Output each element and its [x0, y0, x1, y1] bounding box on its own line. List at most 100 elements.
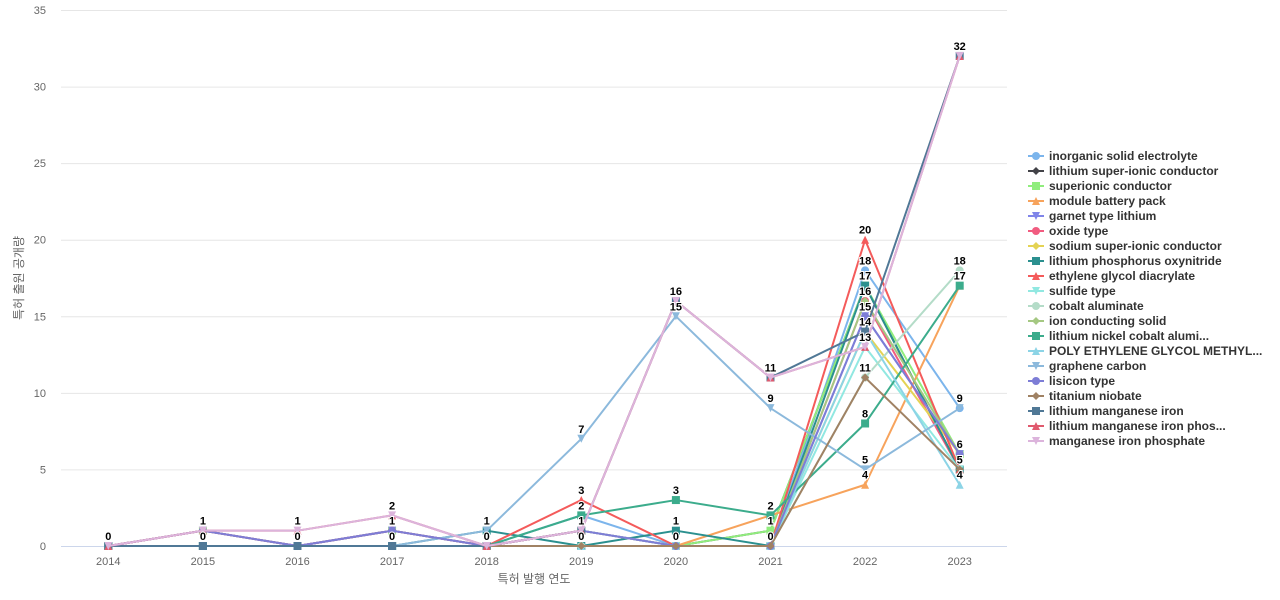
legend-symbol-icon [1028, 241, 1044, 250]
data-point[interactable] [766, 542, 775, 550]
data-point[interactable] [861, 235, 870, 244]
data-label: 0 [389, 531, 395, 543]
data-point[interactable] [861, 327, 870, 336]
data-point[interactable] [671, 496, 680, 505]
legend-item[interactable]: cobalt aluminate [1028, 298, 1262, 313]
series-line[interactable] [108, 315, 961, 547]
data-point[interactable] [293, 542, 302, 550]
legend-item[interactable]: sulfide type [1028, 283, 1262, 298]
data-point[interactable] [577, 526, 586, 535]
data-point[interactable] [861, 296, 870, 305]
data-point[interactable] [388, 542, 397, 550]
series-line[interactable] [108, 376, 961, 547]
x-tick-label: 2016 [285, 556, 309, 568]
legend-item[interactable]: inorganic solid electrolyte [1028, 148, 1262, 163]
legend-item[interactable]: lithium phosphorus oxynitride [1028, 253, 1262, 268]
legend-item[interactable]: lithium super-ionic conductor [1028, 163, 1262, 178]
legend-item[interactable]: superionic conductor [1028, 178, 1262, 193]
data-label: 6 [957, 439, 963, 451]
legend-label: garnet type lithium [1049, 208, 1157, 223]
x-tick-label: 2014 [96, 556, 120, 568]
data-point[interactable] [104, 542, 113, 550]
data-point[interactable] [766, 404, 775, 413]
data-point[interactable] [766, 511, 775, 520]
legend-symbol-icon [1028, 166, 1044, 175]
legend-item[interactable]: oxide type [1028, 223, 1262, 238]
series-line[interactable] [108, 299, 961, 547]
data-label: 1 [578, 516, 584, 528]
data-point[interactable] [198, 526, 207, 535]
data-point[interactable] [955, 450, 964, 459]
data-point[interactable] [671, 542, 680, 550]
legend-item[interactable]: ethylene glycol diacrylate [1028, 268, 1262, 283]
series-18[interactable] [104, 51, 964, 550]
series-0[interactable] [104, 266, 964, 550]
legend-item[interactable]: lisicon type [1028, 373, 1262, 388]
data-point[interactable] [861, 419, 870, 428]
data-point[interactable] [671, 296, 680, 305]
legend-item[interactable]: lithium nickel cobalt alumi... [1028, 328, 1262, 343]
series-line[interactable] [108, 55, 961, 547]
series-line[interactable] [108, 55, 961, 547]
legend-item[interactable]: garnet type lithium [1028, 208, 1262, 223]
data-point[interactable] [577, 496, 586, 505]
legend-item[interactable]: titanium niobate [1028, 388, 1262, 403]
data-point[interactable] [861, 281, 870, 290]
series-line[interactable] [108, 299, 961, 547]
series-8[interactable] [104, 235, 964, 550]
data-point[interactable] [861, 266, 870, 275]
legend-item[interactable]: module battery pack [1028, 193, 1262, 208]
legend-item[interactable]: sodium super-ionic conductor [1028, 238, 1262, 253]
data-point[interactable] [861, 465, 870, 474]
data-point[interactable] [388, 526, 397, 535]
data-point[interactable] [955, 404, 964, 413]
data-point[interactable] [955, 465, 964, 474]
data-label: 14 [859, 317, 872, 329]
data-point[interactable] [671, 526, 680, 535]
legend-label: manganese iron phosphate [1049, 433, 1206, 448]
data-point[interactable] [766, 373, 775, 382]
series-7[interactable] [104, 281, 964, 550]
data-point[interactable] [577, 434, 586, 443]
data-point[interactable] [482, 526, 491, 535]
data-point[interactable] [861, 480, 870, 489]
series-line[interactable] [108, 238, 961, 547]
legend-item[interactable]: ion conducting solid [1028, 313, 1262, 328]
series-12[interactable] [104, 281, 964, 550]
series-line[interactable] [108, 315, 961, 547]
data-point[interactable] [955, 281, 964, 290]
data-point[interactable] [861, 312, 870, 321]
data-point[interactable] [293, 526, 302, 535]
series-line[interactable] [108, 315, 961, 547]
series-line[interactable] [108, 55, 961, 547]
series-2[interactable] [104, 281, 964, 550]
data-point[interactable] [198, 542, 207, 550]
legend-symbol-icon [1028, 406, 1044, 415]
legend-item[interactable]: graphene carbon [1028, 358, 1262, 373]
series-9[interactable] [104, 342, 964, 550]
data-point[interactable] [955, 51, 964, 60]
data-point[interactable] [955, 266, 964, 275]
data-point[interactable] [671, 312, 680, 321]
series-10[interactable] [104, 266, 964, 550]
data-point[interactable] [482, 542, 491, 550]
data-point[interactable] [955, 480, 964, 489]
data-point[interactable] [766, 526, 775, 535]
series-3[interactable] [104, 281, 964, 550]
series-1[interactable] [104, 281, 964, 550]
data-point[interactable] [861, 342, 870, 351]
legend-label: POLY ETHYLENE GLYCOL METHYL... [1049, 343, 1263, 358]
data-point[interactable] [577, 511, 586, 520]
data-point[interactable] [861, 373, 870, 382]
legend-symbol-icon [1028, 376, 1044, 385]
data-point[interactable] [388, 511, 397, 520]
legend-item[interactable]: lithium manganese iron [1028, 403, 1262, 418]
data-point[interactable] [577, 542, 586, 550]
series-19[interactable] [104, 51, 964, 550]
legend-item[interactable]: POLY ETHYLENE GLYCOL METHYL... [1028, 343, 1262, 358]
data-label: 16 [859, 286, 871, 298]
legend-item[interactable]: manganese iron phosphate [1028, 433, 1262, 448]
legend-item[interactable]: lithium manganese iron phos... [1028, 418, 1262, 433]
series-17[interactable] [104, 51, 964, 550]
